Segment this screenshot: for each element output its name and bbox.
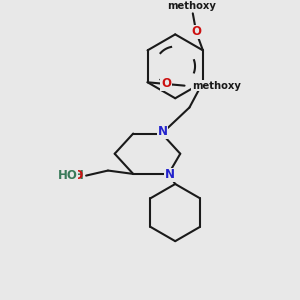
- Text: O: O: [161, 77, 171, 91]
- Text: H: H: [74, 169, 83, 182]
- Text: N: N: [165, 168, 175, 182]
- Text: O: O: [191, 26, 201, 38]
- Text: methoxy: methoxy: [167, 1, 215, 11]
- Text: methoxy: methoxy: [192, 81, 241, 91]
- Text: N: N: [158, 125, 167, 138]
- Text: HO: HO: [58, 169, 78, 182]
- Text: O: O: [65, 169, 83, 182]
